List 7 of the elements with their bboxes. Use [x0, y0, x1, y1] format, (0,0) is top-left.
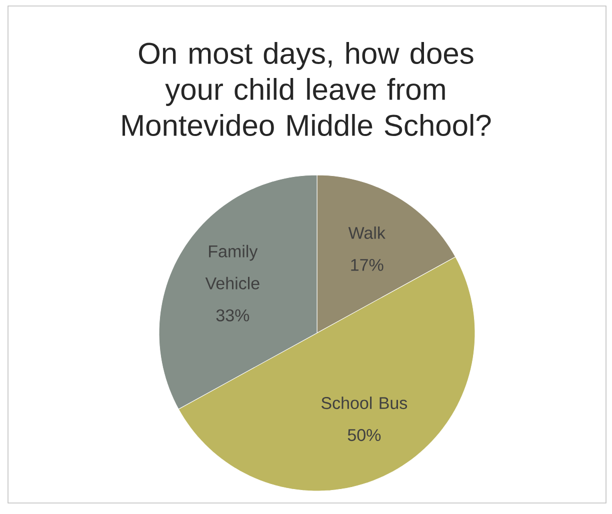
data-label: 50% [348, 429, 381, 442]
data-label: 17% [351, 258, 384, 271]
slice-label: Walk [348, 226, 386, 239]
data-label: 33% [216, 309, 250, 322]
slice-label: Family Vehicle [205, 244, 260, 290]
slice-label: School Bus [321, 396, 408, 410]
chart-title: On most days, how does your child leave from Montevideo Middle School? [122, 42, 491, 136]
